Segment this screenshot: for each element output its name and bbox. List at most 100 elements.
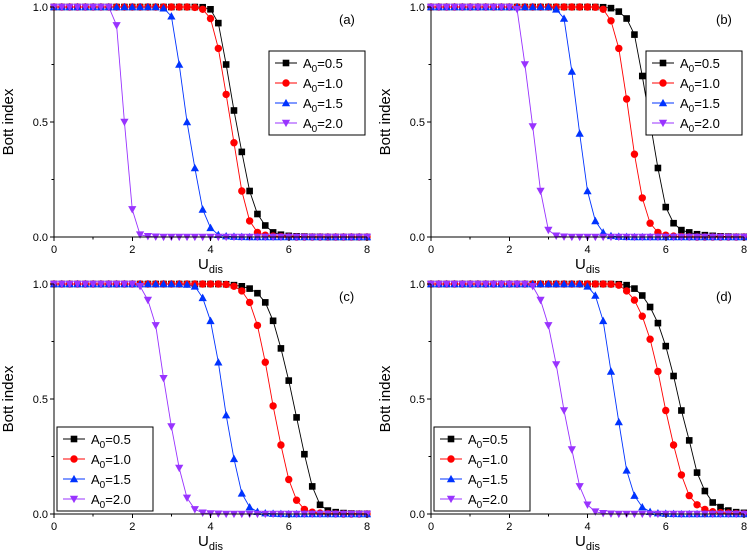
panel-label: (c) [339, 289, 354, 304]
data-point [662, 203, 670, 211]
data-point [481, 280, 490, 289]
data-point [198, 280, 207, 288]
data-point [215, 19, 222, 27]
data-point [614, 417, 623, 426]
data-point [89, 280, 98, 289]
data-point [104, 3, 113, 12]
data-point [238, 283, 246, 290]
data-point [536, 187, 545, 196]
legend-entry-base: A [303, 116, 312, 131]
data-point [583, 282, 592, 290]
data-point [623, 281, 630, 289]
data-point [175, 60, 184, 68]
data-point [599, 5, 607, 13]
legend-entry-rest: =1.0 [694, 76, 720, 91]
panel-label: (a) [339, 12, 355, 27]
data-point [316, 501, 324, 509]
data-point [631, 31, 638, 38]
data-point [269, 317, 277, 325]
data-point [646, 219, 654, 227]
legend-entry: A0=2.0 [91, 492, 131, 511]
data-point [167, 3, 176, 11]
data-point [678, 226, 685, 234]
legend-entry-rest: =2.0 [105, 492, 131, 507]
data-point [607, 4, 615, 12]
legend-entry-sub: 0 [689, 124, 695, 135]
data-point [277, 345, 285, 352]
data-point [606, 367, 616, 375]
data-point [489, 280, 498, 289]
legend-entry: A0=1.0 [680, 76, 720, 95]
data-point [568, 3, 576, 11]
legend-entry: A0=0.5 [303, 56, 343, 75]
legend-entry-base: A [303, 96, 312, 111]
y-tick-label: 0.5 [410, 117, 425, 129]
legend-entry: A0=2.0 [468, 492, 508, 511]
y-tick-label: 0.0 [33, 232, 48, 244]
data-point [245, 298, 254, 307]
data-point [583, 501, 592, 509]
legend-entry-sub: 0 [689, 64, 695, 75]
legend-swatch-marker [659, 79, 667, 87]
x-tick-label: 8 [364, 244, 370, 256]
data-point [292, 496, 301, 504]
legend-entry: A0=0.5 [468, 432, 508, 451]
data-point [434, 3, 443, 12]
legend-entry-rest: =0.5 [482, 432, 508, 447]
legend-entry-rest: =0.5 [694, 56, 720, 71]
data-point [544, 226, 553, 235]
legend-entry-base: A [468, 452, 477, 467]
x-tick-label: 4 [207, 521, 213, 533]
data-point [552, 279, 561, 288]
data-point [458, 3, 467, 12]
data-point [630, 296, 639, 304]
legend-entry-rest: =1.0 [482, 452, 508, 467]
data-point [678, 407, 685, 414]
legend-entry: A0=1.0 [468, 452, 508, 471]
x-axis-title: Udis [575, 533, 600, 551]
y-tick-label: 1.0 [33, 2, 48, 14]
data-point [159, 375, 168, 383]
x-tick-label: 4 [584, 244, 590, 256]
data-point [120, 280, 129, 289]
data-point [622, 466, 631, 474]
x-tick-label: 8 [741, 521, 747, 533]
data-point [206, 280, 215, 288]
data-point [135, 283, 145, 291]
data-point [466, 3, 475, 12]
legend-entry-base: A [468, 492, 477, 507]
data-point [308, 483, 316, 490]
data-point [222, 61, 230, 68]
data-point [96, 3, 106, 12]
y-tick-label: 0.0 [33, 509, 48, 521]
x-tick-label: 2 [506, 244, 512, 256]
data-point [198, 205, 207, 213]
data-point [552, 232, 561, 240]
data-point [135, 2, 145, 11]
legend-swatch-marker [446, 495, 456, 504]
legend-entry: A0=1.5 [468, 472, 508, 491]
data-point [222, 280, 230, 289]
data-point [717, 503, 724, 511]
data-point [238, 187, 246, 195]
data-point [575, 3, 584, 11]
data-point [591, 3, 600, 11]
data-point [512, 6, 522, 14]
data-point [591, 216, 600, 225]
data-point [191, 3, 199, 12]
legend-entry-base: A [468, 472, 477, 487]
data-point [143, 296, 153, 305]
data-point [638, 502, 647, 511]
data-point [591, 291, 600, 299]
legend-entry-rest: =1.5 [482, 472, 508, 487]
data-point [693, 501, 701, 509]
data-point [709, 499, 716, 506]
legend-entry: A0=1.0 [303, 76, 343, 95]
data-point [615, 8, 623, 15]
x-axis-title: Udis [198, 256, 223, 276]
x-tick-label: 6 [286, 521, 292, 533]
data-point [190, 282, 199, 290]
data-point [528, 123, 537, 131]
